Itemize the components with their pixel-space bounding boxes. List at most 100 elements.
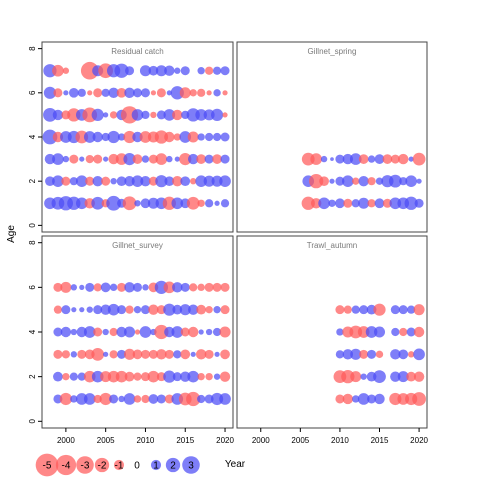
residual-bubble bbox=[358, 154, 369, 164]
residual-bubble bbox=[71, 307, 77, 313]
residual-bubble bbox=[132, 282, 143, 292]
residual-bubble bbox=[155, 153, 168, 165]
residual-bubble bbox=[107, 130, 120, 144]
residual-bubble bbox=[141, 110, 150, 120]
residual-bubble bbox=[101, 176, 111, 186]
residual-bubble bbox=[79, 307, 85, 313]
residual-bubble bbox=[358, 175, 369, 187]
residual-bubble bbox=[335, 176, 345, 186]
residual-bubble bbox=[220, 154, 230, 164]
residual-bubble bbox=[367, 177, 376, 186]
residual-bubble bbox=[53, 88, 63, 98]
residual-bubble bbox=[163, 303, 176, 316]
residual-bubble bbox=[173, 350, 182, 359]
residual-bubble bbox=[108, 87, 119, 99]
residual-bubble bbox=[213, 305, 221, 314]
residual-bubble bbox=[373, 303, 386, 316]
residual-bubble bbox=[382, 154, 393, 164]
residual-bubble bbox=[92, 131, 103, 143]
residual-bubble bbox=[141, 155, 150, 163]
residual-bubble bbox=[390, 371, 401, 382]
residual-bubble bbox=[117, 349, 127, 359]
residual-bubble bbox=[61, 176, 71, 186]
residual-bubble bbox=[77, 88, 86, 97]
residual-bubble bbox=[133, 395, 142, 403]
residual-bubble bbox=[220, 349, 230, 360]
residual-bubble bbox=[53, 349, 63, 359]
residual-bubble bbox=[53, 394, 63, 404]
y-axis-label: Age bbox=[6, 225, 17, 243]
residual-bubble bbox=[150, 90, 157, 96]
residual-bubble bbox=[219, 393, 231, 405]
x-tick-label: 2020 bbox=[216, 436, 234, 445]
residual-bubble bbox=[140, 372, 150, 382]
residual-bubble bbox=[163, 109, 176, 121]
residual-bubble bbox=[68, 87, 79, 98]
residual-bubble bbox=[102, 328, 109, 336]
residual-bubble bbox=[80, 61, 99, 80]
residual-bubble bbox=[367, 349, 377, 359]
residual-bubble bbox=[116, 176, 127, 187]
residual-bubble bbox=[91, 347, 105, 361]
residual-bubble bbox=[186, 196, 200, 210]
legend-bubble bbox=[182, 456, 200, 474]
residual-bubble bbox=[172, 304, 183, 315]
residual-bubble bbox=[398, 153, 409, 165]
residual-bubble bbox=[301, 196, 315, 210]
residual-bubble bbox=[206, 90, 212, 96]
residual-bubble bbox=[156, 305, 166, 315]
x-tick-label: 2010 bbox=[137, 436, 155, 445]
residual-bubble bbox=[124, 326, 136, 338]
legend-label: -3 bbox=[81, 461, 90, 472]
residual-bubble bbox=[197, 88, 206, 97]
residual-bubble bbox=[212, 282, 222, 292]
residual-bubble bbox=[62, 372, 70, 381]
residual-bubble bbox=[365, 326, 378, 338]
residual-bubble bbox=[103, 351, 109, 357]
residual-bubble bbox=[342, 349, 354, 360]
residual-bubble bbox=[342, 393, 354, 405]
residual-bubble bbox=[133, 305, 142, 314]
residual-bubble bbox=[115, 370, 128, 383]
residual-bubble bbox=[163, 281, 176, 294]
residual-bubble bbox=[335, 394, 345, 404]
residual-bubble bbox=[405, 175, 417, 188]
residual-bubble bbox=[211, 175, 223, 187]
legend-label: 3 bbox=[188, 461, 194, 472]
residual-bubble bbox=[154, 324, 169, 340]
residual-bubble bbox=[335, 198, 345, 209]
residual-bubble bbox=[61, 305, 71, 315]
residual-bubble bbox=[318, 197, 330, 210]
residual-bubble bbox=[352, 395, 360, 403]
residual-bubble bbox=[148, 65, 159, 76]
residual-bubble bbox=[413, 348, 425, 361]
y-tick-label: 4 bbox=[28, 329, 37, 334]
panel-frame bbox=[236, 235, 428, 429]
residual-bubble bbox=[367, 394, 377, 404]
residual-bubble bbox=[358, 197, 370, 209]
residual-bubble bbox=[190, 351, 196, 357]
x-tick-label: 2010 bbox=[331, 436, 349, 445]
residual-bubble bbox=[131, 175, 144, 188]
residual-bubble bbox=[148, 394, 159, 404]
residual-bubble bbox=[204, 349, 214, 359]
residual-bubble bbox=[100, 371, 112, 383]
residual-bubble bbox=[197, 394, 206, 404]
panels-layer: Residual catch Gillnet_spring Gillnet_surv… bbox=[41, 41, 428, 429]
residual-bubble bbox=[196, 304, 207, 315]
residual-bubble bbox=[124, 282, 135, 293]
residual-bubble bbox=[164, 394, 174, 404]
residual-bubble bbox=[180, 349, 191, 360]
residual-bubble bbox=[155, 65, 167, 77]
x-tick-label: 2000 bbox=[252, 436, 270, 445]
y-tick-label: 6 bbox=[28, 90, 37, 95]
residual-bubble bbox=[367, 199, 376, 208]
legend-bubble bbox=[94, 457, 110, 473]
residual-bubble bbox=[213, 373, 221, 380]
residual-bubble bbox=[139, 326, 152, 338]
residual-bubble bbox=[150, 111, 157, 119]
panel: Residual catch bbox=[41, 41, 234, 233]
residual-bubble bbox=[220, 305, 230, 315]
residual-bubble bbox=[86, 306, 93, 313]
panel: Gillnet_spring bbox=[236, 41, 428, 233]
